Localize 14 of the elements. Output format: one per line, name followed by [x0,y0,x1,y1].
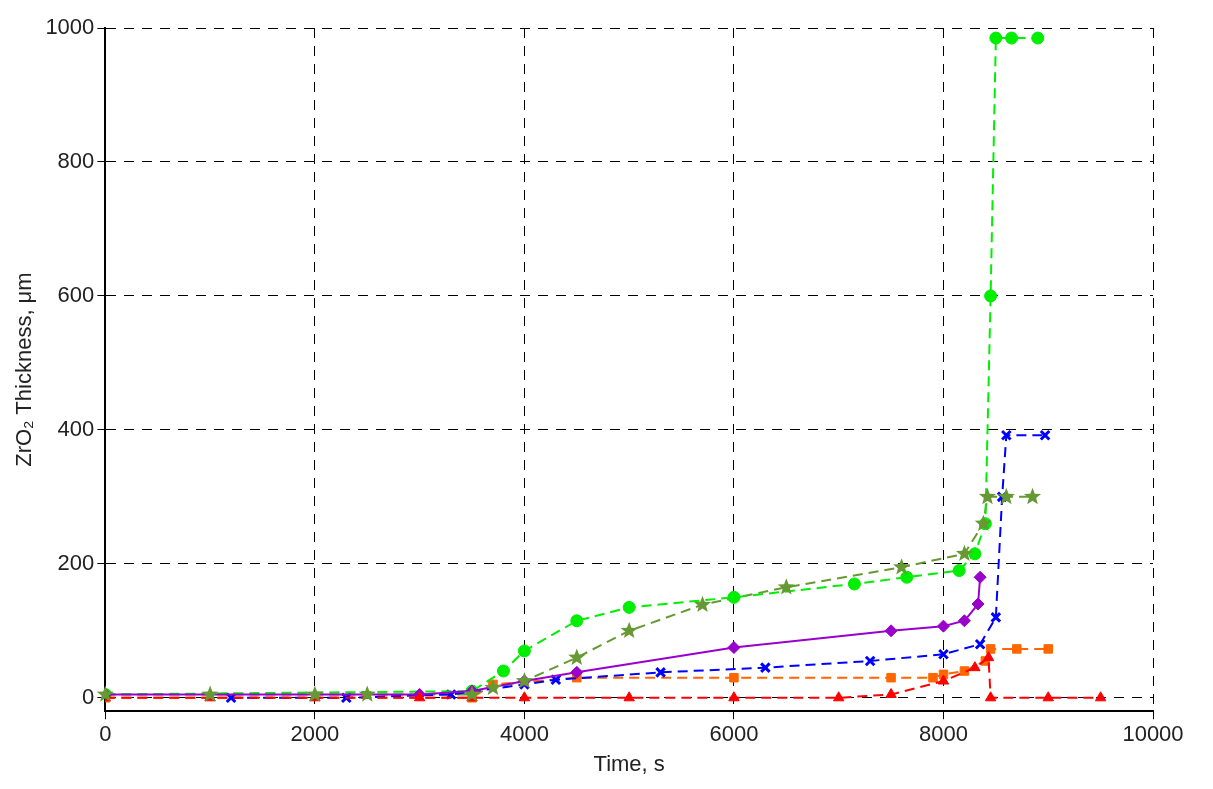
y-axis-title: ZrO₂ Thickness, μm [11,272,37,467]
x-tick-label: 8000 [918,721,968,747]
y-tick-label: 0 [82,683,95,709]
x-tick-label: 10000 [1122,721,1184,747]
y-tick-label: 400 [57,415,95,441]
y-tick-label: 800 [57,148,95,174]
x-axis-title: Time, s [593,750,665,776]
x-tick-label: 0 [99,721,112,747]
x-tick-label: 4000 [499,721,549,747]
y-tick-label: 600 [57,281,95,307]
y-tick-label: 1000 [45,14,95,40]
x-tick-label: 2000 [290,721,340,747]
x-tick-label: 6000 [709,721,759,747]
y-tick-label: 200 [57,549,95,575]
